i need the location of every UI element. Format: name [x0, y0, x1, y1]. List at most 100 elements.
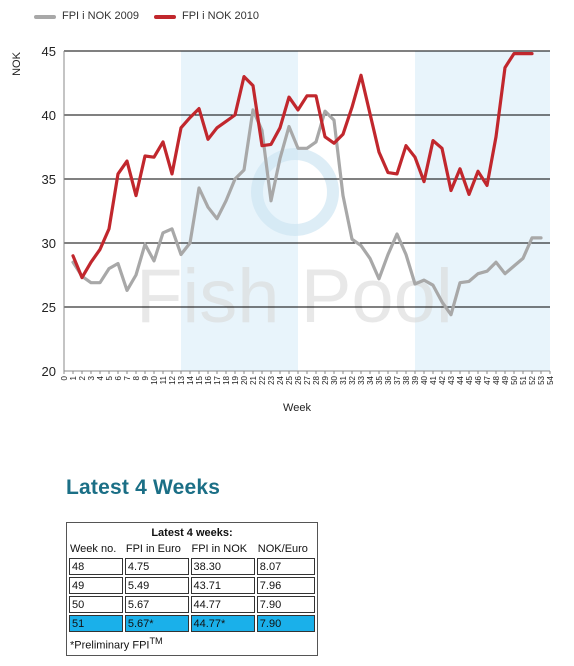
- header-nok-euro: NOK/Euro: [257, 543, 308, 555]
- x-tick-label: 35: [375, 375, 384, 384]
- latest-weeks-table: Latest 4 weeks: Week no. FPI in Euro FPI…: [66, 522, 318, 656]
- x-tick-label: 20: [240, 375, 249, 384]
- cell-fpi-euro: 5.67*: [124, 615, 189, 632]
- x-tick-label: 41: [429, 375, 438, 384]
- y-tick-label: 25: [42, 300, 56, 315]
- x-tick-label: 13: [177, 375, 186, 384]
- x-tick-label: 26: [294, 375, 303, 384]
- x-tick-label: 30: [330, 375, 339, 384]
- table-title: Latest 4 weeks:: [151, 527, 233, 539]
- x-tick-label: 38: [402, 375, 411, 384]
- x-tick-label: 29: [321, 375, 330, 384]
- x-tick-label: 21: [249, 375, 258, 384]
- cell-week: 49: [69, 577, 123, 594]
- cell-fpi-nok: 44.77: [190, 596, 255, 613]
- x-tick-label: 24: [276, 375, 285, 384]
- x-tick-label: 12: [168, 375, 177, 384]
- cell-week: 50: [69, 596, 123, 613]
- watermark-text: Fish Pool: [136, 254, 453, 339]
- x-tick-label: 34: [366, 375, 375, 384]
- cell-nok-euro: 7.90: [256, 596, 315, 613]
- x-tick-label: 40: [420, 375, 429, 384]
- x-tick-label: 33: [357, 375, 366, 384]
- footnote-trademark: TM: [149, 636, 163, 646]
- cell-fpi-euro: 5.49: [124, 577, 189, 594]
- y-tick-label: 45: [42, 44, 56, 59]
- cell-nok-euro: 7.90: [256, 615, 315, 632]
- y-tick-label: 30: [42, 236, 56, 251]
- x-tick-label: 45: [465, 375, 474, 384]
- x-tick-label: 8: [132, 375, 141, 380]
- x-tick-label: 32: [348, 375, 357, 384]
- x-tick-label: 0: [60, 375, 69, 380]
- cell-nok-euro: 8.07: [256, 558, 315, 575]
- cell-fpi-nok: 43.71: [190, 577, 255, 594]
- watermark-logo-icon: [251, 148, 339, 236]
- x-axis-label: Week: [283, 402, 311, 414]
- cell-nok-euro: 7.96: [256, 577, 315, 594]
- table-footnote-row: *Preliminary FPITM: [69, 634, 315, 653]
- x-tick-label: 16: [204, 375, 213, 384]
- y-tick-label: 20: [42, 364, 56, 379]
- table-header-row: Week no. FPI in Euro FPI in NOK NOK/Euro: [69, 542, 315, 556]
- table-row-preliminary: 51 5.67* 44.77* 7.90: [69, 615, 315, 632]
- x-tick-label: 46: [474, 375, 483, 384]
- x-tick-label: 27: [303, 375, 312, 384]
- y-tick-label: 40: [42, 108, 56, 123]
- x-tick-label: 1: [69, 375, 78, 380]
- table-row: 48 4.75 38.30 8.07: [69, 558, 315, 575]
- y-tick-label: 35: [42, 172, 56, 187]
- x-tick-label: 47: [483, 375, 492, 384]
- header-fpi-euro: FPI in Euro: [125, 543, 181, 555]
- cell-week: 48: [69, 558, 123, 575]
- series-line-2009: [71, 108, 543, 317]
- x-tick-label: 23: [267, 375, 276, 384]
- x-tick-label: 22: [258, 375, 267, 384]
- x-tick-label: 10: [150, 375, 159, 384]
- x-tick-label: 44: [456, 375, 465, 384]
- x-tick-label: 4: [96, 375, 105, 380]
- x-tick-label: 7: [123, 375, 132, 380]
- x-tick-label: 51: [519, 375, 528, 384]
- x-tick-label: 11: [159, 375, 168, 384]
- x-tick-label: 53: [537, 375, 546, 384]
- x-tick-label: 31: [339, 375, 348, 384]
- header-week-no: Week no.: [70, 543, 117, 555]
- x-tick-label: 6: [114, 375, 123, 380]
- x-tick-label: 48: [492, 375, 501, 384]
- table-row: 50 5.67 44.77 7.90: [69, 596, 315, 613]
- x-tick-label: 14: [186, 375, 195, 384]
- cell-fpi-nok: 38.30: [190, 558, 255, 575]
- legend-swatch-2010: [154, 15, 176, 19]
- footnote-text: *Preliminary FPI: [70, 639, 150, 652]
- x-tick-label: 36: [384, 375, 393, 384]
- legend-label-2009: FPI i NOK 2009: [62, 10, 140, 22]
- x-tick-label: 28: [312, 375, 321, 384]
- legend-label-2010: FPI i NOK 2010: [182, 10, 260, 22]
- table-row: 49 5.49 43.71 7.96: [69, 577, 315, 594]
- x-tick-label: 49: [501, 375, 510, 384]
- x-tick-label: 19: [231, 375, 240, 384]
- highlight-band-1: [181, 51, 298, 371]
- x-tick-label: 43: [447, 375, 456, 384]
- x-tick-label: 50: [510, 375, 519, 384]
- x-tick-label: 9: [141, 375, 150, 380]
- latest-weeks-heading: Latest 4 Weeks: [66, 476, 221, 499]
- header-fpi-nok: FPI in NOK: [191, 543, 248, 555]
- table-caption-row: Latest 4 weeks:: [69, 525, 315, 540]
- x-tick-label: 5: [105, 375, 114, 380]
- x-tick-label: 39: [411, 375, 420, 384]
- legend-swatch-2009: [34, 15, 56, 19]
- cell-fpi-euro: 4.75: [124, 558, 189, 575]
- x-tick-label: 18: [222, 375, 231, 384]
- x-tick-label: 54: [546, 375, 555, 384]
- cell-fpi-euro: 5.67: [124, 596, 189, 613]
- x-tick-label: 25: [285, 375, 294, 384]
- x-tick-label: 3: [87, 375, 96, 380]
- cell-week: 51: [69, 615, 123, 632]
- x-tick-label: 52: [528, 375, 537, 384]
- x-tick-label: 37: [393, 375, 402, 384]
- highlight-band-2: [415, 51, 550, 371]
- x-tick-label: 17: [213, 375, 222, 384]
